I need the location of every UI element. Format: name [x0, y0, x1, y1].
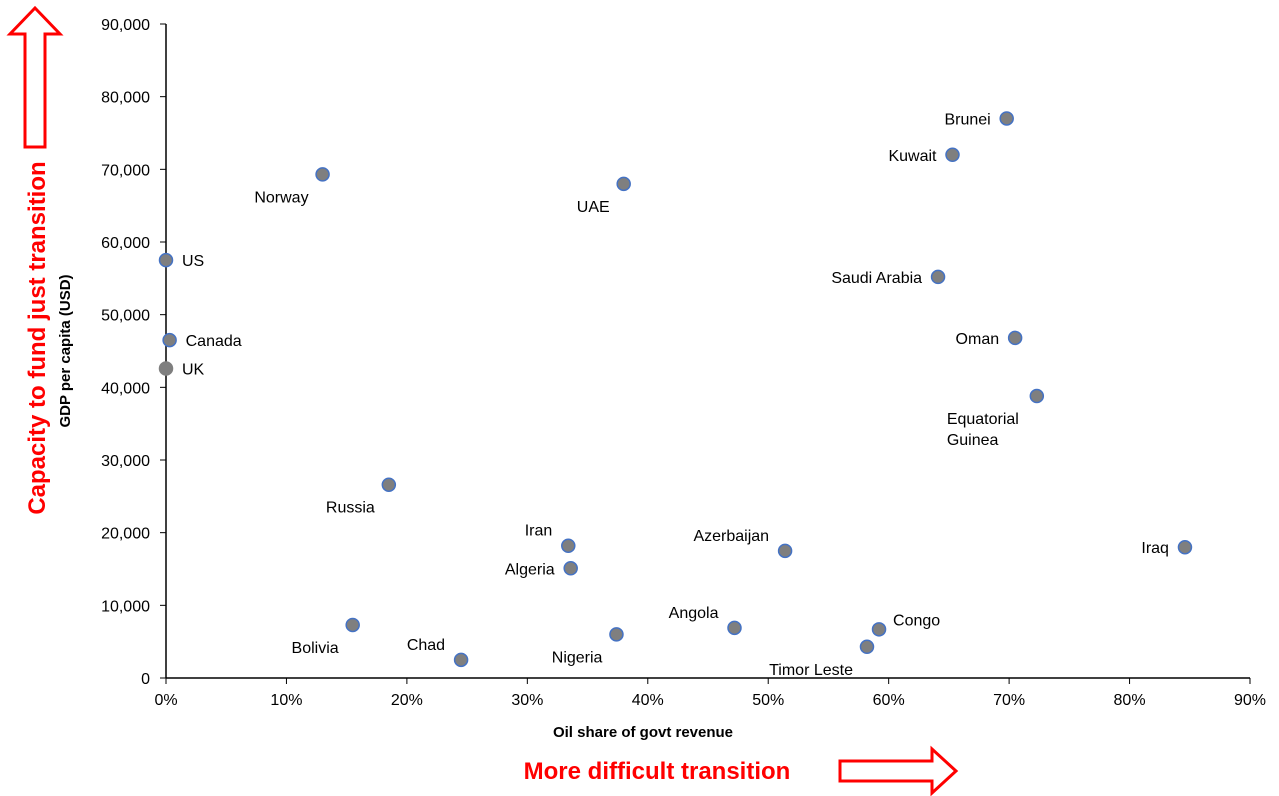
point-labels: Brunei Kuwait Norway UAE US Saudi Arabia Oman C…	[182, 111, 1169, 678]
y-tick-label: 20,000	[101, 526, 150, 543]
x-annotation-text: More difficult transition	[524, 758, 791, 785]
point-label-russia: Russia	[326, 500, 375, 517]
data-point-azerbaijan	[777, 543, 793, 559]
data-point-uk	[158, 361, 174, 376]
point-label-uae: UAE	[577, 199, 610, 216]
y-tick-label: 0	[141, 671, 150, 688]
point-label-canada: Canada	[186, 333, 242, 350]
data-point-iraq	[1177, 539, 1193, 555]
x-tick-label: 30%	[511, 692, 543, 709]
data-point-algeria	[563, 561, 578, 576]
data-point-congo	[871, 622, 887, 637]
point-label-bolivia: Bolivia	[292, 640, 339, 657]
data-point-oman	[1007, 330, 1023, 346]
point-label-azerbaijan: Azerbaijan	[693, 528, 769, 545]
point-label-kuwait: Kuwait	[888, 148, 937, 165]
x-tick-label: 0%	[154, 692, 177, 709]
data-point-angola	[727, 620, 742, 636]
y-tick-label: 80,000	[101, 90, 150, 107]
axes	[165, 24, 1250, 679]
point-label-iran: Iran	[525, 523, 553, 540]
x-direction-arrow	[838, 745, 959, 796]
point-label-timor-leste: Timor Leste	[769, 662, 853, 679]
y-annotation-text: Capacity to fund just transition	[24, 161, 51, 514]
point-label-brunei: Brunei	[944, 111, 990, 128]
data-point-saudi-arabia	[930, 269, 946, 285]
data-point-timor-leste	[859, 639, 875, 655]
x-tick-label: 50%	[752, 692, 784, 709]
data-point-brunei	[999, 111, 1014, 126]
point-label-oman: Oman	[956, 331, 1000, 348]
data-point-equatorial-guinea	[1029, 388, 1045, 404]
y-tick-label: 70,000	[101, 162, 150, 179]
point-label-equatorial-guinea: Equatorial Guinea	[947, 411, 1019, 449]
y-tick-label: 90,000	[101, 17, 150, 34]
point-label-norway: Norway	[254, 189, 308, 206]
data-point-us	[158, 252, 174, 268]
data-points	[158, 111, 1193, 668]
x-tick-label: 70%	[993, 692, 1025, 709]
y-tick-label: 50,000	[101, 308, 150, 325]
point-label-algeria: Algeria	[505, 561, 555, 578]
y-direction-arrow	[6, 5, 64, 149]
data-point-russia	[381, 477, 397, 492]
x-tick-label: 60%	[873, 692, 905, 709]
y-tick-label: 10,000	[101, 598, 150, 615]
point-label-congo: Congo	[893, 612, 940, 629]
data-point-nigeria	[609, 627, 624, 642]
data-point-uae	[616, 176, 631, 192]
data-point-chad	[453, 652, 469, 668]
x-tick-label: 80%	[1114, 692, 1146, 709]
y-tick-label: 30,000	[101, 453, 150, 470]
point-label-chad: Chad	[407, 637, 445, 654]
point-label-saudi-arabia: Saudi Arabia	[831, 270, 922, 287]
point-label-nigeria: Nigeria	[552, 649, 603, 666]
x-axis-title: Oil share of govt revenue	[553, 724, 733, 741]
point-label-uk: UK	[182, 361, 205, 378]
y-axis-title: GDP per capita (USD)	[57, 274, 74, 427]
y-tick-label: 60,000	[101, 235, 150, 252]
point-label-iraq: Iraq	[1141, 540, 1169, 557]
x-tick-label: 90%	[1234, 692, 1266, 709]
point-label-us: US	[182, 253, 204, 270]
y-tick-label: 40,000	[101, 380, 150, 397]
data-point-iran	[561, 538, 576, 553]
point-label-angola: Angola	[669, 605, 719, 622]
data-point-canada	[162, 332, 177, 348]
data-point-kuwait	[945, 147, 960, 163]
ticks: 0% 10% 20% 30% 40% 50% 60% 70% 80% 90% 0 10,000 20,0…	[101, 17, 1266, 709]
x-tick-label: 40%	[632, 692, 664, 709]
data-point-norway	[315, 167, 330, 182]
x-tick-label: 20%	[391, 692, 423, 709]
x-tick-label: 10%	[270, 692, 302, 709]
data-point-bolivia	[345, 617, 360, 633]
